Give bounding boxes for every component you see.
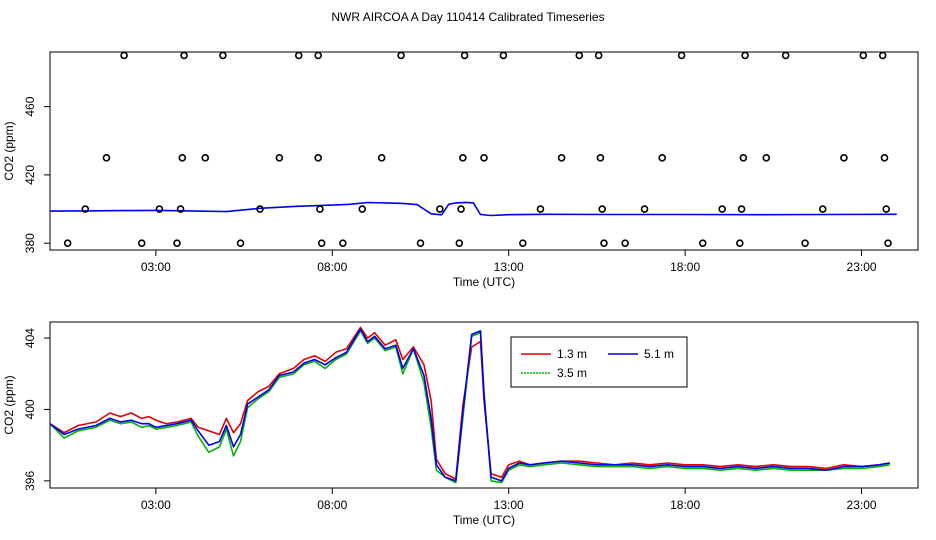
raw-co2-y-tick-label: 380 (23, 233, 37, 253)
raw-co2-data-point (640, 205, 649, 213)
raw-co2-data-point (256, 205, 264, 213)
raw-co2-data-point (596, 154, 605, 162)
raw-co2-data-point (781, 51, 790, 60)
raw-co2-data-point (173, 239, 181, 247)
raw-co2-series-line-5-1-m (49, 201, 897, 217)
calibrated-co2-plot-frame (49, 321, 919, 489)
calibrated-co2-legend-label: 3.5 m (557, 366, 587, 380)
raw-co2-data-point (536, 205, 545, 213)
raw-co2-data-point (621, 239, 629, 247)
raw-co2-data-point (317, 239, 326, 247)
raw-co2-data-point (459, 154, 467, 162)
raw-co2-data-point (314, 51, 322, 60)
calibrated-co2-x-axis-label: Time (UTC) (453, 513, 515, 527)
raw-co2-data-point (201, 154, 210, 162)
raw-co2-y-tick-label: 460 (23, 96, 37, 116)
calibrated-co2-x-tick-label: 03:00 (141, 498, 171, 512)
raw-co2-data-point (436, 205, 444, 213)
raw-co2-data-point (460, 51, 469, 60)
raw-co2-data-point (102, 154, 111, 162)
raw-co2-data-point (840, 154, 848, 162)
raw-co2-data-point (63, 239, 72, 247)
raw-co2-data-point (219, 51, 227, 60)
raw-co2-x-tick-label: 18:00 (670, 260, 700, 274)
raw-co2-data-point (557, 154, 566, 162)
raw-co2-data-point (698, 239, 707, 247)
raw-co2-data-point (275, 154, 284, 162)
raw-co2-data-point (859, 51, 868, 60)
raw-co2-x-tick-label: 13:00 (494, 260, 524, 274)
raw-co2-data-point (882, 205, 891, 213)
calibrated-co2-y-axis-label: CO2 (ppm) (2, 375, 16, 434)
raw-co2-data-point (762, 154, 771, 162)
raw-co2-data-point (880, 154, 889, 162)
calibrated-co2-legend-label: 1.3 m (557, 347, 587, 361)
raw-co2-data-point (818, 205, 827, 213)
raw-co2-data-point (519, 239, 527, 247)
raw-co2-data-point (137, 239, 146, 247)
raw-co2-data-point (801, 239, 809, 247)
raw-co2-data-point (575, 51, 584, 60)
raw-co2-x-tick-label: 03:00 (141, 260, 171, 274)
raw-co2-x-tick-label: 23:00 (847, 260, 877, 274)
raw-co2-data-point (178, 154, 187, 162)
figure-title: NWR AIRCOA A Day 110414 Calibrated Times… (331, 10, 605, 24)
calibrated-co2-series-line-5-1-m (49, 328, 890, 482)
raw-co2-data-point (339, 239, 347, 247)
raw-co2-data-point (120, 51, 128, 60)
calibrated-co2-y-tick-label: 400 (23, 399, 37, 419)
calibrated-co2-x-tick-label: 08:00 (317, 498, 347, 512)
raw-co2-data-point (377, 154, 386, 162)
raw-co2-x-tick-label: 08:00 (317, 260, 347, 274)
raw-co2-data-point (739, 154, 748, 162)
raw-co2-data-point (155, 205, 164, 213)
raw-co2-data-point (600, 239, 608, 247)
calibrated-co2-x-tick-label: 13:00 (494, 498, 524, 512)
raw-co2-data-point (314, 154, 322, 162)
raw-co2-data-point (737, 205, 746, 213)
raw-co2-data-point (884, 239, 892, 247)
raw-co2-data-point (594, 51, 603, 60)
calibrated-co2-series-line-1-3-m (49, 326, 890, 480)
raw-co2-data-point (294, 51, 303, 60)
raw-co2-data-point (718, 205, 726, 213)
raw-co2-x-axis-label: Time (UTC) (453, 275, 515, 289)
raw-co2-data-point (455, 239, 464, 247)
raw-co2-data-point (480, 154, 488, 162)
raw-co2-data-point (176, 205, 185, 213)
calibrated-co2-legend-label: 5.1 m (644, 347, 674, 361)
raw-co2-data-point (741, 51, 749, 60)
raw-co2-data-point (736, 239, 744, 247)
raw-co2-data-point (457, 205, 465, 213)
raw-co2-data-point (316, 205, 324, 213)
raw-co2-data-point (658, 154, 666, 162)
calibrated-co2-y-tick-label: 396 (23, 471, 37, 491)
calibrated-co2-y-tick-label: 404 (23, 328, 37, 348)
raw-co2-data-point (499, 51, 508, 60)
raw-co2-data-point (878, 51, 887, 60)
raw-co2-data-point (81, 205, 90, 213)
raw-co2-data-point (598, 205, 607, 213)
raw-co2-data-point (416, 239, 425, 247)
raw-co2-data-point (677, 51, 686, 60)
raw-co2-data-point (236, 239, 245, 247)
raw-co2-data-point (397, 51, 405, 60)
raw-co2-data-point (358, 205, 367, 213)
raw-co2-plot-frame (49, 51, 919, 251)
raw-co2-data-point (180, 51, 188, 60)
raw-co2-y-axis-label: CO2 (ppm) (2, 121, 16, 180)
raw-co2-y-tick-label: 420 (23, 165, 37, 185)
calibrated-co2-x-tick-label: 23:00 (847, 498, 877, 512)
calibrated-co2-x-tick-label: 18:00 (670, 498, 700, 512)
calibrated-co2-legend-box (510, 336, 688, 388)
